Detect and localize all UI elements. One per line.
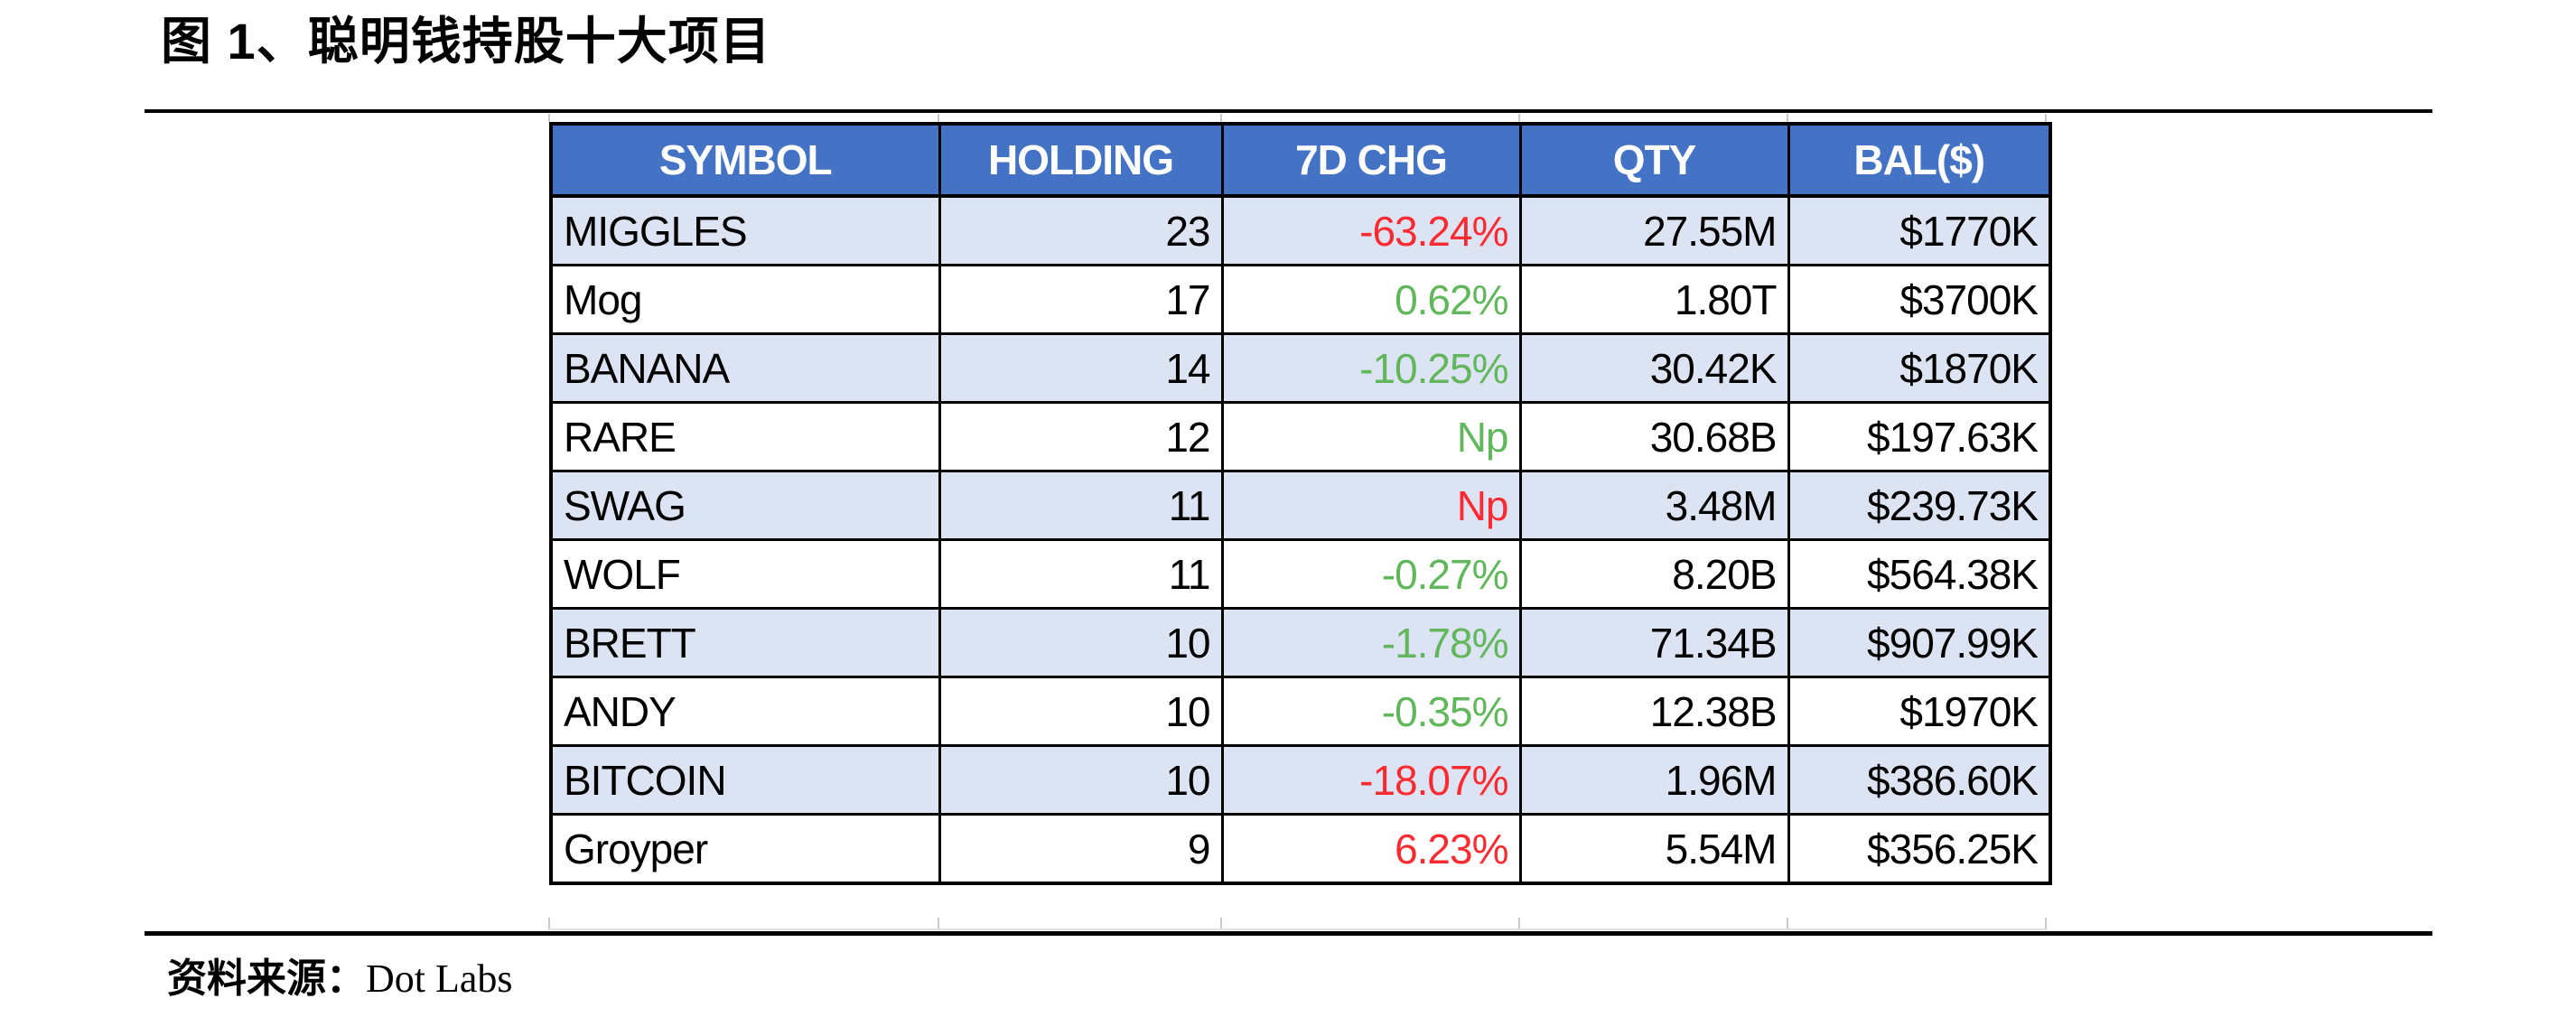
title-separator-line	[145, 109, 2432, 113]
cell-7d-chg: -0.35%	[1220, 676, 1522, 747]
cell-7d-chg: -1.78%	[1220, 607, 1522, 678]
cell-holding: 10	[938, 676, 1224, 747]
cell-qty: 30.68B	[1518, 401, 1790, 472]
cell-bal: $239.73K	[1787, 470, 2052, 541]
cell-qty: 27.55M	[1518, 194, 1790, 266]
cell-qty: 1.80T	[1518, 264, 1790, 335]
gridline-stub	[548, 918, 550, 930]
table-header-row: SYMBOL HOLDING 7D CHG QTY BAL($)	[549, 122, 2052, 198]
cell-symbol: BITCOIN	[549, 744, 941, 816]
cell-qty: 12.38B	[1518, 676, 1790, 747]
gridline-stub	[1787, 114, 1788, 122]
gridline-stub	[938, 918, 939, 930]
cell-symbol: BRETT	[549, 607, 941, 678]
col-header-7d-chg: 7D CHG	[1220, 122, 1522, 198]
cell-holding: 12	[938, 401, 1224, 472]
holdings-table: SYMBOL HOLDING 7D CHG QTY BAL($) MIGGLES…	[549, 122, 2052, 885]
source-label: 资料来源：	[167, 956, 366, 1001]
source-note: 资料来源：Dot Labs	[167, 952, 513, 1006]
col-header-symbol: SYMBOL	[549, 122, 941, 198]
table-row: BITCOIN 10 -18.07% 1.96M $386.60K	[549, 744, 2052, 816]
cell-holding: 14	[938, 332, 1224, 404]
cell-holding: 9	[938, 813, 1224, 885]
table-row: BANANA 14 -10.25% 30.42K $1870K	[549, 332, 2052, 404]
cell-7d-chg: 0.62%	[1220, 264, 1522, 335]
cell-7d-chg: -0.27%	[1220, 538, 1522, 610]
cell-qty: 30.42K	[1518, 332, 1790, 404]
cell-symbol: Groyper	[549, 813, 941, 885]
gridline-stub	[1518, 114, 1520, 122]
cell-qty: 3.48M	[1518, 470, 1790, 541]
gridline-stub	[2045, 114, 2047, 122]
cell-bal: $197.63K	[1787, 401, 2052, 472]
gridline-stub	[1220, 114, 1222, 122]
cell-bal: $3700K	[1787, 264, 2052, 335]
cell-qty: 5.54M	[1518, 813, 1790, 885]
cell-bal: $1970K	[1787, 676, 2052, 747]
cell-holding: 10	[938, 607, 1224, 678]
cell-7d-chg: Np	[1220, 401, 1522, 472]
table-row: WOLF 11 -0.27% 8.20B $564.38K	[549, 538, 2052, 610]
cell-qty: 1.96M	[1518, 744, 1790, 816]
col-header-qty: QTY	[1518, 122, 1790, 198]
gridline-stub	[1518, 918, 1520, 930]
gridline-stub	[938, 114, 939, 122]
cell-7d-chg: -10.25%	[1220, 332, 1522, 404]
gridline-stub	[2045, 918, 2047, 930]
table-row: RARE 12 Np 30.68B $197.63K	[549, 401, 2052, 472]
cell-bal: $386.60K	[1787, 744, 2052, 816]
col-header-bal: BAL($)	[1787, 122, 2052, 198]
source-value: Dot Labs	[366, 956, 513, 1001]
cell-7d-chg: -63.24%	[1220, 194, 1522, 266]
table-row: ANDY 10 -0.35% 12.38B $1970K	[549, 676, 2052, 747]
col-header-holding: HOLDING	[938, 122, 1224, 198]
cell-holding: 11	[938, 538, 1224, 610]
table-row: BRETT 10 -1.78% 71.34B $907.99K	[549, 607, 2052, 678]
cell-qty: 8.20B	[1518, 538, 1790, 610]
cell-bal: $1870K	[1787, 332, 2052, 404]
cell-7d-chg: Np	[1220, 470, 1522, 541]
cell-bal: $907.99K	[1787, 607, 2052, 678]
table-row: MIGGLES 23 -63.24% 27.55M $1770K	[549, 194, 2052, 266]
cell-7d-chg: 6.23%	[1220, 813, 1522, 885]
cell-symbol: Mog	[549, 264, 941, 335]
cell-symbol: WOLF	[549, 538, 941, 610]
cell-symbol: MIGGLES	[549, 194, 941, 266]
cell-qty: 71.34B	[1518, 607, 1790, 678]
cell-symbol: SWAG	[549, 470, 941, 541]
cell-bal: $1770K	[1787, 194, 2052, 266]
gridline-stub	[1787, 918, 1788, 930]
cell-symbol: ANDY	[549, 676, 941, 747]
cell-holding: 10	[938, 744, 1224, 816]
cell-symbol: BANANA	[549, 332, 941, 404]
cell-symbol: RARE	[549, 401, 941, 472]
table-row: Mog 17 0.62% 1.80T $3700K	[549, 264, 2052, 335]
table-row: SWAG 11 Np 3.48M $239.73K	[549, 470, 2052, 541]
table-row: Groyper 9 6.23% 5.54M $356.25K	[549, 813, 2052, 885]
cell-holding: 17	[938, 264, 1224, 335]
figure-title: 图 1、聪明钱持股十大项目	[161, 13, 771, 70]
cell-holding: 11	[938, 470, 1224, 541]
gridline-stub	[1220, 918, 1222, 930]
gridline-stub	[548, 114, 550, 122]
cell-bal: $564.38K	[1787, 538, 2052, 610]
footer-separator-line	[145, 931, 2432, 936]
cell-7d-chg: -18.07%	[1220, 744, 1522, 816]
cell-bal: $356.25K	[1787, 813, 2052, 885]
gridline-faint	[548, 928, 2048, 930]
cell-holding: 23	[938, 194, 1224, 266]
